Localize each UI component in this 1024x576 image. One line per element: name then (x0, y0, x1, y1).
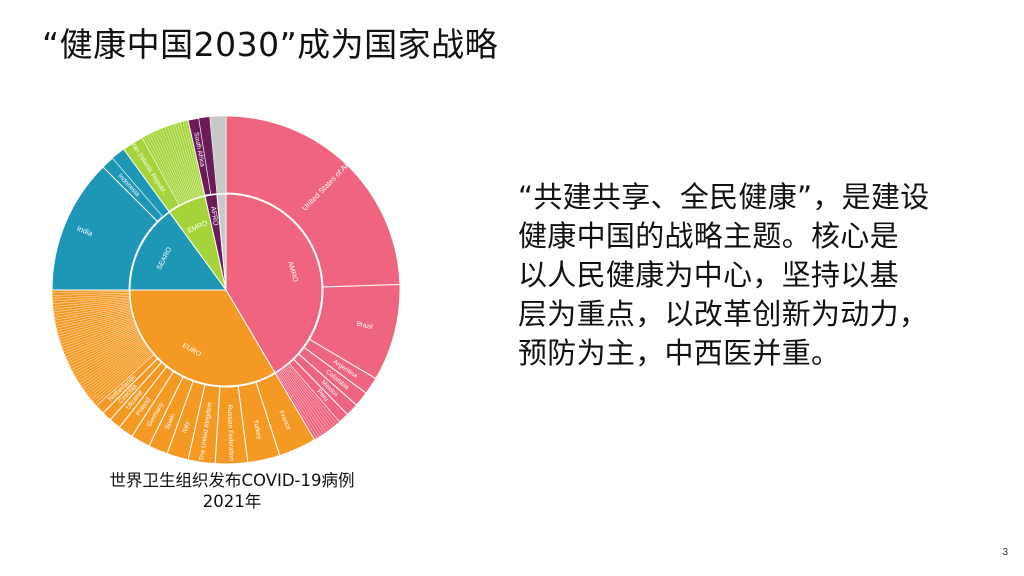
outer-segment-divider (52, 291, 130, 294)
outer-segment-divider (174, 123, 198, 198)
outer-segment-divider (84, 345, 148, 392)
outer-segment-divider (67, 330, 138, 363)
outer-segment-divider (57, 314, 133, 334)
outer-segment-divider (281, 369, 327, 433)
outer-segment-divider (66, 328, 138, 360)
outer-segment-divider (146, 134, 183, 204)
outer-segment-divider (75, 338, 143, 378)
body-line: “共建共享、全民健康”，是建设 (518, 180, 930, 214)
outer-segment-divider (79, 342, 145, 385)
caption-line-2: 2021年 (202, 492, 262, 511)
outer-segment-divider (58, 315, 133, 337)
outer-segment-divider (77, 340, 144, 382)
body-paragraph: “共建共享、全民健康”，是建设 健康中国的战略主题。核心是 以人民健康为中心，坚… (518, 178, 998, 373)
body-line: 以人民健康为中心，坚持以基 (518, 258, 899, 292)
outer-segment-divider (277, 371, 320, 437)
body-line: 层为重点，以改革创新为动力， (518, 297, 929, 331)
outer-segment-divider (69, 332, 140, 368)
outer-segment-divider (52, 294, 130, 299)
outer-segment-divider (65, 327, 137, 358)
outer-segment-divider (169, 125, 195, 199)
inner-segment (129, 289, 276, 387)
outer-segment-divider (82, 344, 147, 389)
outer-segment-divider (53, 300, 130, 310)
caption-line-1: 世界卫生组织发布COVID-19病例 (109, 471, 355, 490)
body-line: 预防为主，中西医并重。 (518, 336, 841, 370)
outer-segment-divider (52, 297, 130, 305)
outer-segment-divider (285, 366, 334, 428)
outer-segment (209, 115, 227, 194)
outer-segment-divider (60, 319, 134, 345)
inner-segment-label: AFRO (209, 206, 219, 227)
outer-segment-divider (53, 303, 131, 315)
outer-segment-divider (154, 131, 187, 202)
outer-segment-divider (286, 365, 336, 426)
outer-segment-divider (58, 317, 133, 340)
page-number: 3 (1002, 547, 1008, 558)
sunburst-chart: AMRO EURO SEARO EMRO AFRO United States of Am… (44, 108, 408, 472)
outer-segment-divider (90, 350, 151, 400)
outer-segment-divider (282, 368, 329, 431)
chart-caption: 世界卫生组织发布COVID-19病例 2021年 (62, 470, 402, 512)
outer-segment-divider (72, 335, 141, 373)
outer-segment-divider (52, 292, 130, 296)
outer-segment-divider (179, 122, 201, 197)
outer-segment-divider (88, 349, 150, 398)
outer-segment-divider (280, 370, 325, 434)
outer-segment-divider (71, 334, 140, 370)
outer-segment-divider (144, 136, 181, 205)
inner-segment (129, 211, 227, 291)
outer-segment-divider (92, 352, 152, 402)
outer-segment-divider (56, 312, 132, 332)
outer-segment-divider (52, 295, 130, 302)
inner-segment (225, 193, 323, 374)
outer-segment-label: Turkey (251, 419, 262, 440)
slide-title: “健康中国2030”成为国家战略 (42, 25, 499, 64)
inner-segment (216, 193, 227, 291)
outer-segment-divider (279, 370, 322, 436)
outer-segment-divider (59, 318, 134, 342)
outer-segment-divider (63, 324, 136, 353)
outer-segment-divider (151, 132, 185, 203)
outer-segment-divider (85, 347, 148, 394)
outer-segment-divider (68, 331, 139, 365)
outer-segment-divider (55, 309, 132, 326)
outer-segment-divider (64, 325, 137, 355)
outer-segment-label: Russian Federation (226, 405, 235, 462)
outer-segment-divider (161, 128, 191, 200)
outer-segment-divider (185, 120, 204, 196)
outer-segment-divider (55, 308, 131, 324)
outer-segment-divider (171, 124, 197, 198)
outer-segment-divider (177, 122, 200, 197)
outer-segment-divider (56, 311, 132, 329)
outer-segment-divider (276, 372, 318, 439)
outer-segment-divider (73, 336, 142, 375)
outer-segment-divider (80, 343, 146, 387)
outer-segment-divider (149, 133, 184, 204)
outer-segment-divider (182, 121, 203, 197)
body-line: 健康中国的战略主题。核心是 (518, 219, 899, 253)
outer-segment-label: Brazil (356, 320, 374, 331)
outer-segment-divider (76, 339, 143, 380)
outer-segment-divider (164, 127, 192, 200)
outer-segment (225, 115, 401, 288)
outer-segment-divider (54, 305, 131, 318)
outer-segment-divider (62, 322, 135, 350)
outer-segment-divider (159, 129, 190, 201)
outer-segment-divider (156, 130, 188, 202)
outer-segment-divider (54, 306, 131, 321)
outer-segment-divider (53, 302, 130, 313)
outer-segment-divider (166, 126, 194, 199)
outer-segment-divider (61, 321, 135, 348)
outer-segment-divider (287, 364, 338, 424)
outer-segment-divider (284, 367, 331, 430)
outer-segment-divider (94, 353, 153, 405)
outer-segment-divider (87, 348, 149, 396)
outer-segment-label: Italy (181, 420, 191, 434)
outer-segment-divider (52, 298, 130, 307)
